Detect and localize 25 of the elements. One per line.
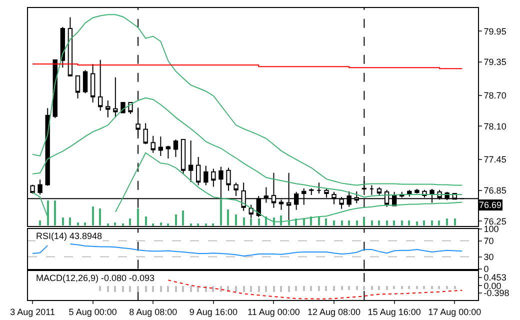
x-tick-label: 3 Aug 2011	[10, 306, 55, 317]
y-tick-label: 0.453	[484, 272, 506, 282]
ref-line-label: 76.69	[479, 200, 502, 210]
y-tick-label: 76.25	[484, 216, 506, 226]
y-tick-label: -0.398	[484, 288, 510, 298]
x-tick-label: 12 Aug 08:00	[308, 306, 361, 317]
y-tick-label: 79.95	[484, 26, 506, 36]
y-tick-label: 79.35	[484, 57, 506, 68]
y-tick-label: 78.70	[484, 90, 506, 100]
chart-title: MACD(12,26,9) -0.080 -0.093	[36, 273, 155, 283]
y-tick-label: 77.45	[484, 154, 506, 165]
y-tick-label: 30	[484, 252, 494, 262]
x-tick-label: 17 Aug 00:00	[428, 306, 482, 317]
y-tick-label: 76.85	[484, 186, 506, 196]
x-tick-label: 8 Aug 08:00	[129, 306, 178, 317]
y-tick-label: 0.00	[484, 280, 502, 291]
x-tick-label: 11 Aug 00:00	[248, 306, 300, 317]
x-tick-label: 5 Aug 00:00	[68, 306, 117, 317]
chart-title: RSI(14) 43.8948	[36, 231, 102, 241]
y-tick-label: 78.10	[484, 121, 506, 132]
y-tick-label: 0	[484, 264, 489, 274]
x-tick-label: 15 Aug 16:00	[368, 306, 421, 317]
y-tick-label: 100	[484, 224, 499, 234]
x-tick-label: 9 Aug 16:00	[189, 306, 238, 317]
y-tick-label: 70	[484, 236, 494, 246]
